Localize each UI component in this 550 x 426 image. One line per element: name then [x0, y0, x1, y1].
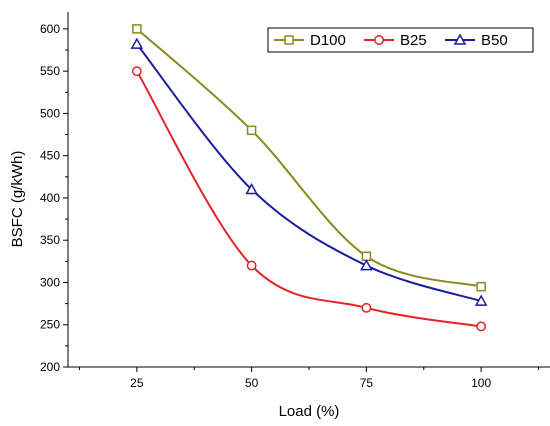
y-tick-label: 300: [40, 275, 60, 289]
legend-marker-b25: [374, 35, 384, 45]
y-tick-label: 600: [40, 22, 60, 36]
x-axis-title: Load (%): [279, 403, 340, 420]
data-point-d100: [246, 125, 257, 136]
y-axis-title: BSFC (g/kWh): [9, 151, 26, 248]
legend-label-b50: B50: [481, 32, 508, 49]
series-line-b25: [135, 70, 482, 328]
data-point-d100: [476, 281, 486, 292]
y-tick-label: 550: [40, 64, 60, 78]
y-tick-label: 450: [40, 149, 60, 163]
legend: D100 B25 B50: [267, 27, 534, 53]
data-point-d100: [132, 24, 142, 34]
data-point-b50: [360, 259, 373, 271]
legend-marker-d100: [284, 35, 294, 45]
y-tick-label: 400: [40, 191, 60, 205]
y-tick-label: 200: [40, 360, 60, 374]
axes: 200 250 300 350 400 450 500 550 600 25 50 75 100: [40, 12, 550, 390]
legend-label-b25: B25: [400, 32, 427, 49]
series-line-b50: [136, 43, 482, 303]
series-d100: [132, 24, 486, 292]
legend-label-d100: D100: [310, 32, 346, 49]
series-line-d100: [136, 28, 482, 288]
x-tick-label: 100: [471, 376, 491, 390]
data-point-b25: [476, 321, 487, 332]
y-tick-label: 250: [40, 318, 60, 332]
data-point-b25: [131, 66, 142, 77]
series-b50: [130, 37, 488, 306]
data-point-b25: [361, 302, 372, 313]
data-point-b50: [474, 294, 488, 306]
series-layer: [130, 24, 488, 332]
legend-marker-b50: [453, 33, 467, 45]
y-tick-label: 350: [40, 233, 60, 247]
x-tick-label: 25: [130, 376, 144, 390]
data-point-b50: [130, 37, 144, 49]
data-point-b25: [246, 260, 257, 271]
series-b25: [131, 66, 487, 332]
x-tick-label: 50: [245, 376, 259, 390]
y-tick-label: 500: [40, 106, 60, 120]
legend-box: [267, 27, 534, 53]
data-point-b50: [245, 182, 258, 195]
x-tick-label: 75: [360, 376, 374, 390]
